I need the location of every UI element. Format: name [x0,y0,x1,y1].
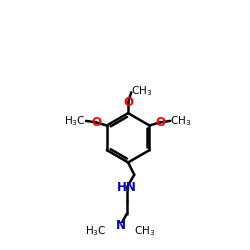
Text: CH$_3$: CH$_3$ [170,114,191,128]
Text: H$_3$C: H$_3$C [85,224,106,238]
Text: O: O [155,116,165,129]
Text: CH$_3$: CH$_3$ [134,224,156,238]
Text: N: N [116,219,126,232]
Text: H$_3$C: H$_3$C [64,114,86,128]
Text: O: O [91,116,101,129]
Text: CH$_3$: CH$_3$ [132,84,152,98]
Text: HN: HN [117,181,136,194]
Text: O: O [123,96,133,109]
